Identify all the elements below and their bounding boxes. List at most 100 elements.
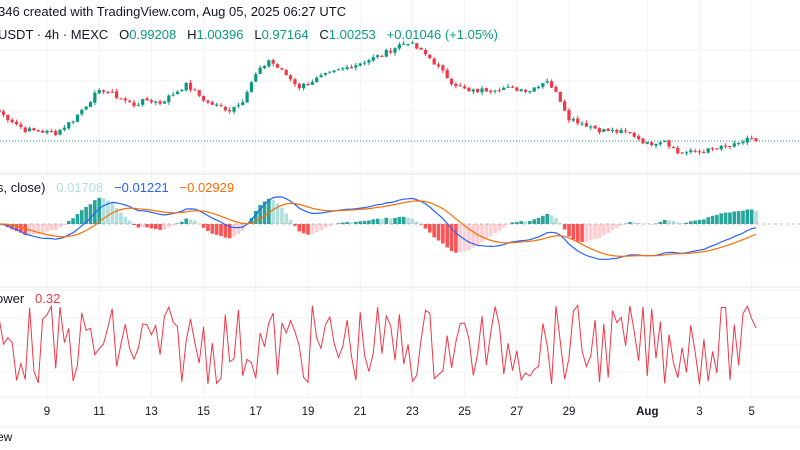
macd-histogram-bar (393, 217, 397, 224)
symbol-legend: USDT · 4h · MEXC O0.99208 H1.00396 L0.97… (0, 27, 498, 42)
macd-histogram-bar (158, 224, 162, 230)
macd-histogram-bar (101, 198, 106, 224)
candle-body (541, 83, 545, 88)
candle-body (332, 70, 336, 72)
candle-body (702, 152, 706, 154)
time-axis-tick: 25 (458, 406, 471, 418)
macd-histogram-bar (488, 224, 493, 237)
macd-histogram-bar (432, 224, 436, 238)
macd-histogram-bar (306, 224, 310, 235)
time-axis-tick: 19 (301, 406, 315, 418)
candle-body (197, 90, 201, 96)
power-value: 0.32 (35, 291, 61, 306)
candle-body (319, 75, 323, 78)
candle-body (506, 86, 510, 88)
macd-histogram-bar (671, 220, 676, 224)
macd-histogram-bar (419, 224, 423, 225)
candle-body (641, 138, 645, 144)
chart-canvas[interactable] (0, 0, 800, 397)
candle-body (75, 114, 80, 122)
macd-histogram-bar (275, 203, 280, 224)
candle-body (423, 50, 428, 55)
candle-body (467, 87, 471, 92)
macd-histogram-bar (162, 224, 167, 230)
candle-body (262, 65, 267, 68)
candle-body (476, 88, 480, 93)
candle-body (280, 68, 284, 70)
candle-body (358, 63, 362, 66)
time-axis-tick: 29 (562, 406, 576, 418)
macd-histogram-bar (97, 197, 101, 224)
candle-body (658, 142, 662, 145)
candle-body (306, 84, 310, 86)
candle-body (676, 147, 680, 154)
candle-body (724, 145, 728, 147)
macd-histogram-bar (262, 201, 267, 224)
macd-histogram-bar (210, 224, 215, 234)
macd-histogram-bar (414, 221, 419, 224)
macd-histogram-bar (280, 207, 284, 224)
time-axis[interactable]: 9 11 13 15 17 19 21 23 25 27 29 Aug 3 5 (0, 397, 800, 427)
candle-body (289, 75, 293, 80)
macd-value: −0.01221 (114, 180, 169, 195)
candle-body (510, 86, 515, 88)
macd-histogram-bar (715, 214, 719, 224)
macd-histogram-bar (467, 224, 471, 251)
candle-body (441, 65, 445, 71)
macd-histogram-bar (501, 224, 506, 228)
macd-histogram-bar (314, 224, 319, 233)
candle-body (645, 141, 649, 144)
candle-body (497, 90, 501, 92)
candle-body (389, 50, 393, 53)
candle-body (376, 55, 380, 57)
candle-body (380, 55, 384, 57)
candle-body (293, 79, 297, 85)
candle-body (345, 67, 349, 70)
candle-body (284, 70, 288, 76)
candle-body (158, 101, 162, 104)
macd-histogram-bar (462, 224, 467, 252)
macd-histogram-bar (597, 224, 602, 239)
candle-body (210, 102, 214, 105)
macd-histogram-bar (293, 224, 297, 226)
candle-body (428, 54, 432, 59)
macd-histogram-bar (371, 219, 376, 224)
candle-body (119, 98, 123, 100)
candle-body (737, 142, 741, 144)
candle-body (371, 57, 375, 61)
candle-body (463, 86, 467, 89)
macd-histogram-bar (297, 224, 302, 232)
candle-body (584, 123, 588, 127)
macd-histogram-bar (62, 224, 67, 225)
candle-body (28, 128, 32, 132)
macd-histogram-bar (232, 224, 236, 237)
macd-histogram-bar (319, 224, 323, 230)
macd-histogram-bar (188, 219, 193, 224)
macd-histogram-bar (36, 224, 41, 234)
macd-histogram-bar (341, 222, 345, 224)
macd-histogram-bar (619, 224, 623, 226)
macd-histogram-bar (227, 224, 232, 239)
macd-histogram-bar (536, 218, 541, 224)
macd-histogram-bar (153, 224, 158, 229)
macd-histogram-bar (610, 224, 615, 231)
candle-body (32, 128, 36, 131)
macd-histogram-bar (471, 224, 476, 248)
macd-histogram-bar (206, 224, 210, 231)
candle-body (593, 125, 597, 129)
time-axis-tick: 27 (510, 406, 524, 418)
macd-histogram-bar (214, 224, 219, 235)
candle-body (271, 60, 275, 64)
candle-body (123, 98, 127, 101)
candle-body (484, 88, 488, 92)
candle-body (184, 82, 188, 91)
macd-histogram-bar (410, 218, 415, 224)
macd-histogram-bar (575, 224, 580, 242)
time-axis-tick: 21 (353, 406, 367, 418)
candle-body (671, 147, 675, 149)
high-value: 1.00396 (196, 27, 244, 42)
macd-histogram-bar (45, 224, 49, 232)
macd-histogram-bar (114, 207, 119, 224)
candle-body (149, 100, 153, 103)
macd-histogram-bar (106, 200, 110, 224)
